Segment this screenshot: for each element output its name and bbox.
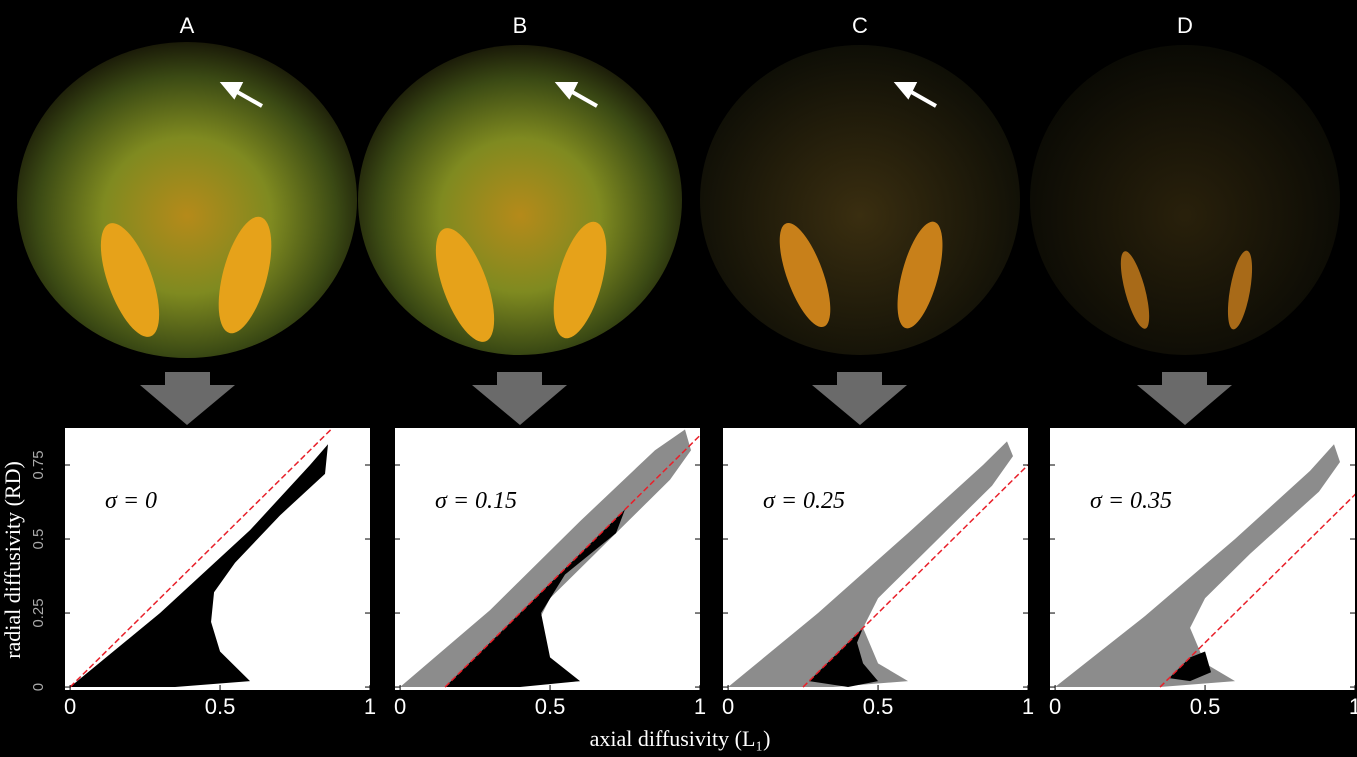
x-tick-label: 1: [364, 694, 376, 719]
x-tick-label: 0: [394, 694, 406, 719]
brain-image: [1030, 45, 1340, 355]
panel-label: C: [852, 13, 868, 38]
x-tick-label: 0: [1049, 694, 1061, 719]
brain-image: [700, 45, 1020, 355]
x-tick-label: 1: [694, 694, 706, 719]
y-tick-label: 0: [30, 683, 47, 691]
brain-images: [17, 42, 1340, 425]
x-tick-label: 1: [1022, 694, 1034, 719]
y-axis-label: radial diffusivity (RD): [0, 461, 25, 659]
panel-label: D: [1177, 13, 1193, 38]
y-tick-label: 0.5: [30, 529, 47, 550]
sigma-annotation: σ = 0: [105, 488, 157, 514]
panel-label: B: [513, 13, 528, 38]
x-tick-label: 0: [64, 694, 76, 719]
x-tick-label: 0: [722, 694, 734, 719]
sigma-annotation: σ = 0.15: [435, 488, 517, 514]
sigma-annotation: σ = 0.35: [1090, 488, 1172, 514]
x-tick-label: 0.5: [863, 694, 894, 719]
down-arrows: [140, 372, 1232, 425]
brain-image: [17, 42, 357, 358]
x-tick-label: 0.5: [205, 694, 236, 719]
x-tick-label: 0.5: [1190, 694, 1221, 719]
x-tick-label: 1: [1349, 694, 1357, 719]
y-tick-label: 0.25: [30, 598, 47, 627]
panel-label: A: [180, 13, 195, 38]
plot-area: [1050, 428, 1355, 690]
y-tick-label: 0.75: [30, 450, 47, 479]
brain-image: [358, 45, 682, 355]
x-axis-label: axial diffusivity (L₁): [590, 726, 771, 751]
x-tick-label: 0.5: [535, 694, 566, 719]
sigma-annotation: σ = 0.25: [763, 488, 845, 514]
figure: radial diffusivity (RD) axial diffusivit…: [0, 0, 1357, 757]
